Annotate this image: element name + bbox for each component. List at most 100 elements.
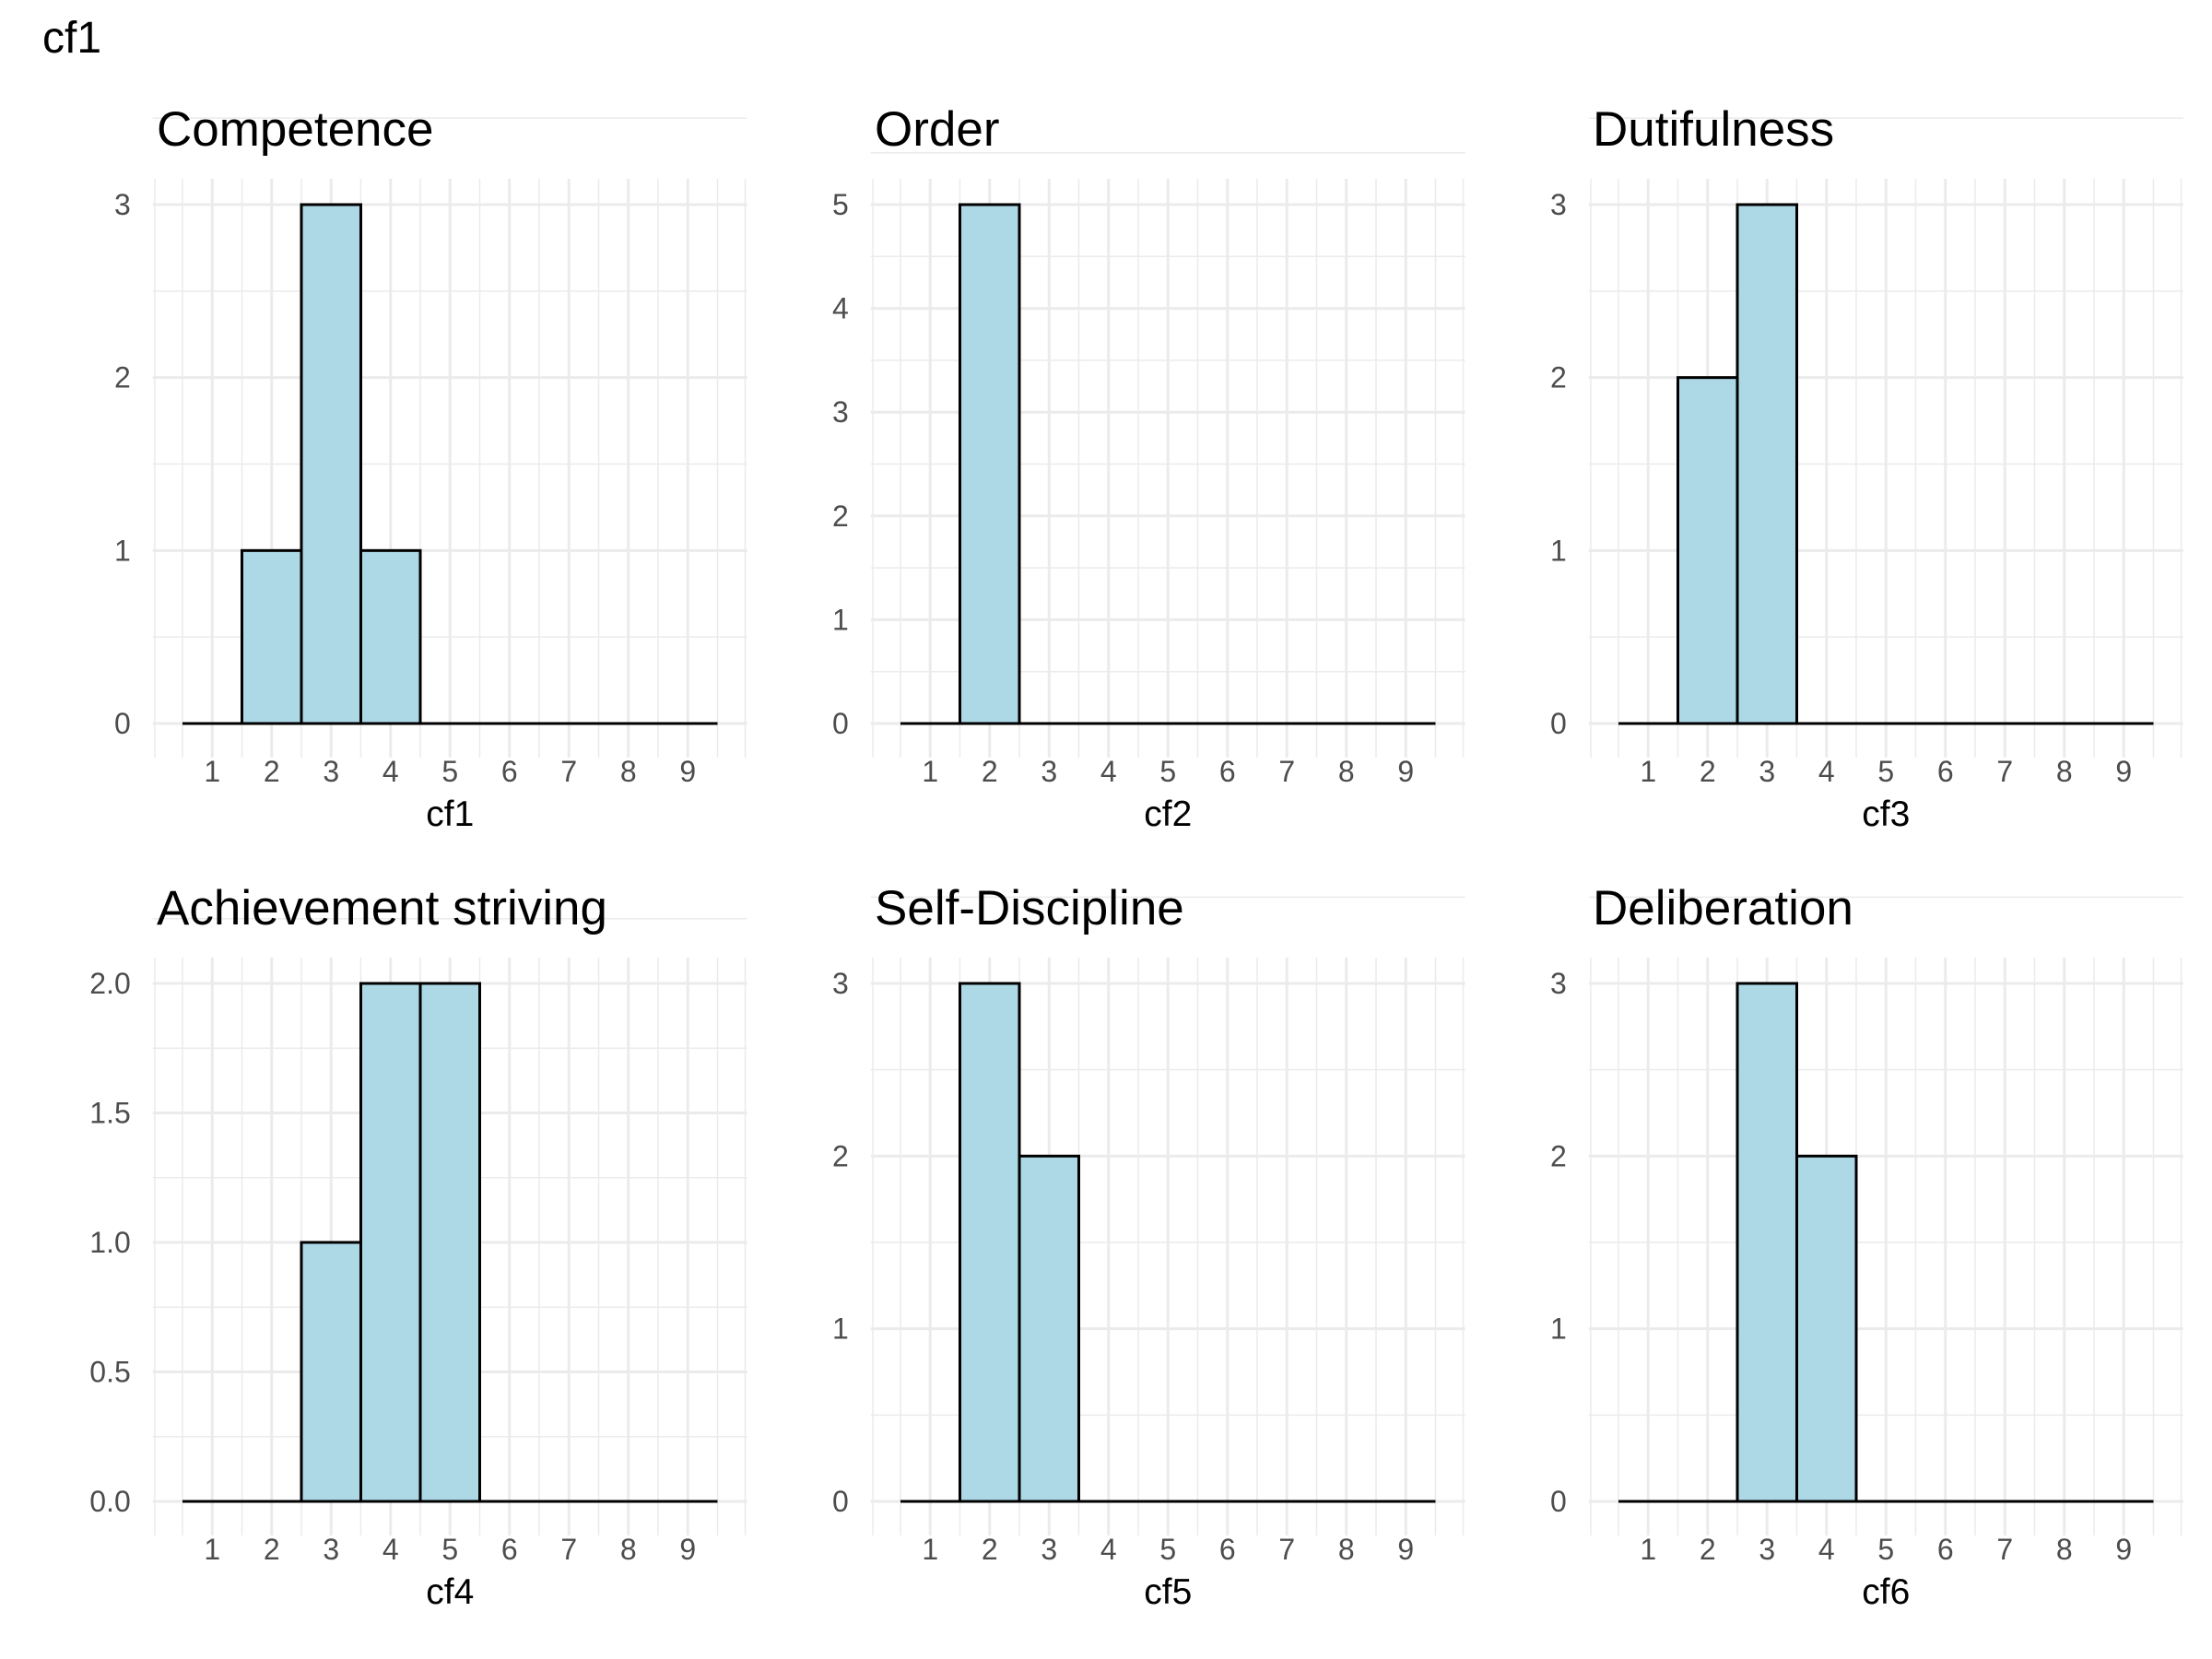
- y-tick-label: 2: [1550, 1139, 1567, 1172]
- y-tick-label: 2.0: [89, 967, 130, 1000]
- page-title: cf1: [42, 14, 102, 63]
- y-tick-label: 2: [832, 1139, 849, 1172]
- x-axis-label: cf6: [1862, 1572, 1910, 1612]
- y-tick-label: 1: [832, 603, 849, 636]
- x-tick-label: 5: [1159, 755, 1176, 788]
- bar-2: [959, 203, 1021, 725]
- y-tick-label: 1: [832, 1312, 849, 1346]
- y-tick-label: 0: [832, 1485, 849, 1518]
- y-tick-label: 1.0: [89, 1226, 130, 1259]
- x-tick-label: 6: [501, 755, 518, 788]
- panel-title: Deliberation: [1593, 881, 1853, 935]
- y-tick-label: 3: [832, 395, 849, 429]
- bar-4: [1795, 1154, 1858, 1503]
- x-axis-label: cf3: [1862, 794, 1910, 834]
- x-tick-label: 4: [382, 1533, 399, 1566]
- bar-2: [1677, 376, 1739, 725]
- panel-2: 0 1 2 3 4 5 1 2 3 4 5 6 7 8 9 cf2 Order: [832, 102, 1465, 834]
- x-tick-label: 2: [1700, 755, 1716, 788]
- x-tick-label: 4: [1818, 1533, 1835, 1566]
- x-tick-label: 8: [620, 1533, 637, 1566]
- x-tick-label: 1: [1640, 1533, 1656, 1566]
- panel-title: Self-Discipline: [875, 881, 1184, 935]
- y-tick-label: 2: [832, 500, 849, 533]
- x-tick-label: 7: [1996, 1533, 2013, 1566]
- x-tick-label: 2: [982, 1533, 998, 1566]
- x-tick-label: 4: [382, 755, 399, 788]
- y-tick-label: 3: [1550, 188, 1567, 221]
- x-tick-label: 6: [1219, 755, 1236, 788]
- x-tick-label: 4: [1100, 1533, 1117, 1566]
- y-tick-label: 0: [832, 707, 849, 740]
- x-tick-label: 7: [1278, 1533, 1295, 1566]
- x-tick-label: 3: [1759, 1533, 1775, 1566]
- x-tick-label: 4: [1100, 755, 1117, 788]
- y-tick-label: 4: [832, 292, 849, 325]
- x-tick-label: 6: [1937, 755, 1954, 788]
- y-tick-label: 0.5: [89, 1356, 130, 1389]
- x-tick-label: 9: [2115, 1533, 2132, 1566]
- y-tick-label: 3: [1550, 967, 1567, 1000]
- x-axis-label: cf2: [1144, 794, 1192, 834]
- y-tick-label: 5: [832, 188, 849, 221]
- y-tick-label: 3: [832, 967, 849, 1000]
- bar-2: [959, 982, 1021, 1503]
- panel-4: 0.0 0.5 1.0 1.5 2.0 1 2 3 4 5 6 7 8 9 cf4 Achievement s…: [89, 881, 747, 1612]
- x-tick-label: 1: [922, 1533, 938, 1566]
- y-tick-label: 2: [1550, 361, 1567, 394]
- x-tick-label: 1: [922, 755, 938, 788]
- x-tick-label: 2: [1700, 1533, 1716, 1566]
- panel-title: Competence: [157, 102, 434, 157]
- x-tick-label: 3: [323, 1533, 339, 1566]
- x-tick-label: 3: [1041, 1533, 1057, 1566]
- bar-5: [418, 982, 481, 1503]
- y-tick-label: 2: [114, 361, 131, 394]
- bar-3: [1018, 1154, 1080, 1503]
- x-tick-label: 5: [441, 755, 458, 788]
- y-tick-label: 0.0: [89, 1485, 130, 1518]
- x-tick-label: 3: [1759, 755, 1775, 788]
- bar-3: [1735, 203, 1798, 725]
- y-tick-label: 0: [1550, 1485, 1567, 1518]
- y-tick-label: 3: [114, 188, 131, 221]
- x-tick-label: 8: [2056, 755, 2073, 788]
- panel-title: Achievement striving: [157, 881, 607, 935]
- bar-3: [300, 203, 362, 725]
- x-tick-label: 9: [2115, 755, 2132, 788]
- x-tick-label: 5: [441, 1533, 458, 1566]
- x-tick-label: 2: [264, 1533, 280, 1566]
- x-axis-label: cf4: [426, 1572, 474, 1612]
- x-tick-label: 8: [620, 755, 637, 788]
- x-tick-label: 7: [1278, 755, 1295, 788]
- y-tick-label: 0: [114, 707, 131, 740]
- panel-1: 0 1 2 3 1 2 3 4 5 6 7 8 9 cf1 Competence: [114, 102, 747, 834]
- x-axis-label: cf5: [1144, 1572, 1192, 1612]
- x-tick-label: 5: [1877, 1533, 1894, 1566]
- x-tick-label: 9: [1397, 755, 1414, 788]
- bar-4: [359, 548, 422, 725]
- x-tick-label: 1: [204, 1533, 220, 1566]
- x-tick-label: 8: [1338, 755, 1355, 788]
- panel-5: 0 1 2 3 1 2 3 4 5 6 7 8 9 cf5 Self-Discipline: [832, 881, 1465, 1612]
- x-tick-label: 9: [1397, 1533, 1414, 1566]
- x-tick-label: 2: [264, 755, 280, 788]
- x-tick-label: 9: [679, 755, 696, 788]
- y-tick-label: 1: [1550, 534, 1567, 567]
- x-tick-label: 7: [1996, 755, 2013, 788]
- panel-title: Dutifulness: [1593, 102, 1834, 157]
- x-tick-label: 8: [2056, 1533, 2073, 1566]
- x-tick-label: 7: [560, 755, 577, 788]
- y-tick-label: 1.5: [89, 1097, 130, 1130]
- x-tick-label: 5: [1877, 755, 1894, 788]
- x-tick-label: 3: [323, 755, 339, 788]
- y-tick-label: 1: [1550, 1312, 1567, 1346]
- bar-2: [241, 548, 303, 725]
- panel-title: Order: [875, 102, 999, 157]
- x-tick-label: 1: [1640, 755, 1656, 788]
- x-tick-label: 7: [560, 1533, 577, 1566]
- panel-3: 0 1 2 3 1 2 3 4 5 6 7 8 9 cf3 Dutifulness: [1550, 102, 2183, 834]
- x-axis-label: cf1: [426, 794, 474, 834]
- x-tick-label: 4: [1818, 755, 1835, 788]
- x-tick-label: 6: [501, 1533, 518, 1566]
